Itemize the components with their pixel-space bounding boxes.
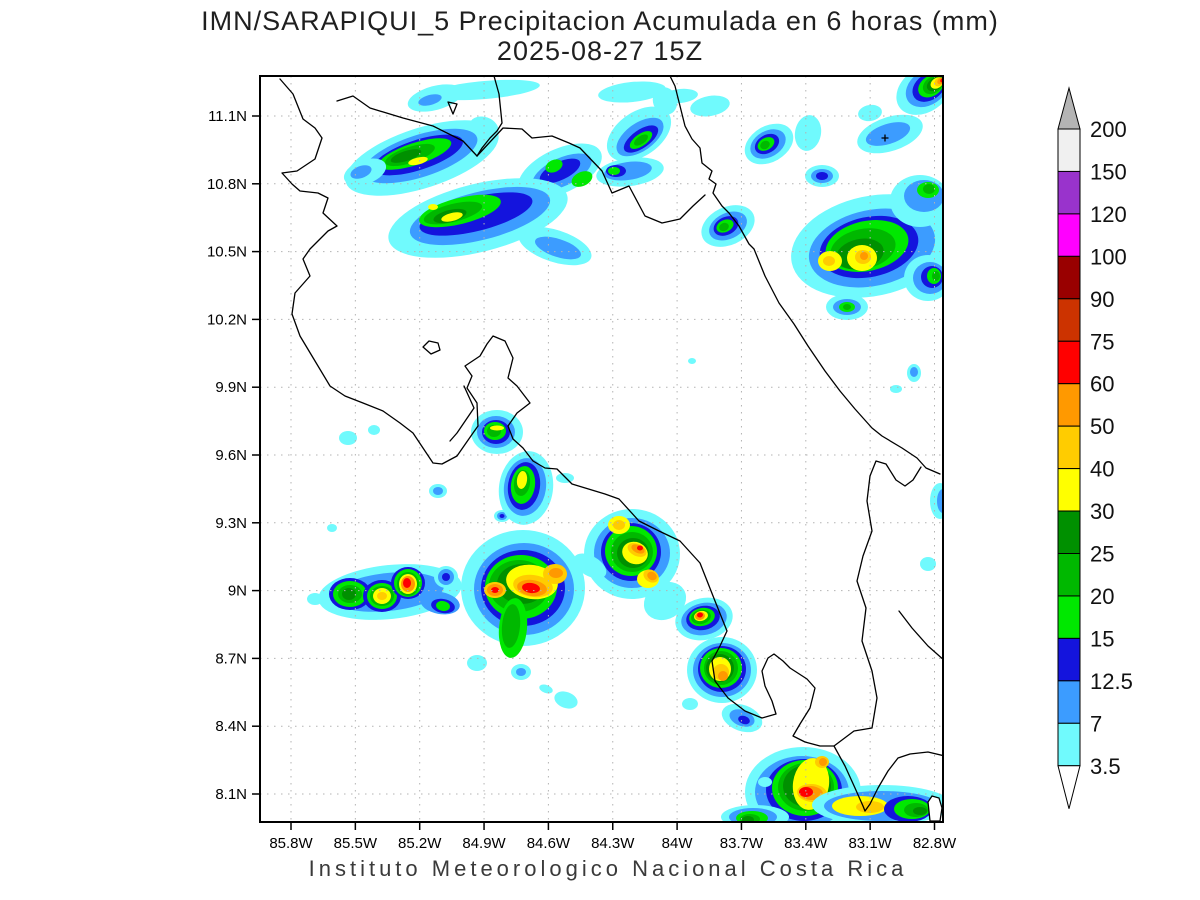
lon-tick-label: 84W <box>662 835 694 852</box>
colorbar-label: 50 <box>1090 414 1114 439</box>
lon-tick-label: 85.8W <box>269 835 313 852</box>
lake-nicaragua-shore <box>336 95 478 157</box>
precip-cell-band-10.6N <box>388 178 592 266</box>
precip-cell-west-band-9N <box>307 564 462 620</box>
colorbar-label: 200 <box>1090 117 1127 142</box>
chira-island <box>422 340 441 355</box>
lon-tick-label: 85.2W <box>398 835 442 852</box>
precip-cell-central-chain-b <box>498 451 554 525</box>
precip-cell-cluster-9.2N-84.2W <box>573 509 687 621</box>
colorbar-label: 3.5 <box>1090 754 1121 779</box>
colorbar-segment <box>1057 637 1081 682</box>
lat-tick-label: 9N <box>228 583 247 600</box>
lon-tick-label: 83.1W <box>848 835 892 852</box>
lat-tick-label: 11.1N <box>208 108 247 125</box>
lat-tick-label: 10.2N <box>207 311 247 328</box>
colorbar-segment <box>1057 595 1081 639</box>
lat-tick-label: 10.8N <box>207 176 247 193</box>
lon-tick-label: 84.9W <box>462 835 506 852</box>
precip-cell-south-border-cluster <box>721 747 943 822</box>
colorbar-segment <box>1057 680 1081 724</box>
lon-tick-label: 84.6W <box>527 835 571 852</box>
precip-cell-small-blue-cells <box>794 115 839 187</box>
lon-tick-label: 82.8W <box>913 835 957 852</box>
small-triangle-feature <box>447 101 458 115</box>
page-title: IMN/SARAPIQUI_5 Precipitacion Acumulada … <box>201 6 999 36</box>
station-plus-marker <box>881 134 889 142</box>
colorbar-segment <box>1057 128 1081 172</box>
colorbar-segment <box>1057 383 1081 427</box>
colorbar-segment <box>1057 298 1081 342</box>
precip-cell-cluster-ne-10.5N <box>791 175 943 320</box>
precip-cell-caribe-coast-cell <box>606 106 672 162</box>
footer-attribution: Instituto Meteorologico Nacional Costa R… <box>308 856 908 881</box>
colorbar-label: 90 <box>1090 287 1114 312</box>
precip-map: 85.8W 85.5W 85.2W 84.9W 84.6W 84.3W 84W 83.7W 83… <box>207 75 957 852</box>
border-panama-east <box>898 610 943 661</box>
colorbar-label: 150 <box>1090 159 1127 184</box>
precip-cell-scattered-specks <box>327 358 943 571</box>
lat-tick-label: 9.6N <box>215 447 247 464</box>
colorbar-label: 75 <box>1090 329 1114 354</box>
page-subtitle-datetime: 2025-08-27 15Z <box>496 36 704 66</box>
colorbar-segment <box>1057 510 1081 554</box>
map-frame <box>259 75 944 823</box>
coastlines <box>279 76 943 822</box>
colorbar-label: 40 <box>1090 457 1114 482</box>
colorbar-scale: 200 150 120 100 90 75 60 50 40 30 25 20 15 12.5 7 3.5 <box>1057 86 1133 809</box>
lat-tick-label: 8.4N <box>215 718 247 735</box>
precip-shaded-contours <box>307 76 943 822</box>
border-panama <box>833 460 922 747</box>
colorbar-segment <box>1057 213 1081 257</box>
colorbar-segment <box>1057 255 1081 300</box>
lon-tick-label: 85.5W <box>334 835 378 852</box>
burica-islet <box>927 795 943 822</box>
colorbar-label: 15 <box>1090 626 1114 651</box>
colorbar-segment <box>1057 425 1081 470</box>
lon-tick-label: 84.3W <box>591 835 635 852</box>
precip-cell-tortuguero-cell <box>744 123 794 165</box>
lat-tick-label: 9.9N <box>215 379 247 396</box>
precip-cell-osa-cell-south <box>682 637 763 733</box>
colorbar-label: 12.5 <box>1090 669 1133 694</box>
colorbar-label: 25 <box>1090 542 1114 567</box>
puntarenas-spit <box>449 385 475 442</box>
colorbar-label: 120 <box>1090 202 1127 227</box>
precip-cell-osa-cell-north <box>675 597 733 641</box>
precip-cell-central-chain-a <box>429 410 523 522</box>
colorbar-label: 60 <box>1090 372 1114 397</box>
coastline-pacific <box>279 78 943 812</box>
colorbar-segment <box>1057 170 1081 215</box>
precip-cell-corner-ne-cell <box>896 76 943 115</box>
precip-cell-coast-cell-10.6N <box>701 205 755 247</box>
colorbar-label: 30 <box>1090 499 1114 524</box>
colorbar-label: 100 <box>1090 244 1127 269</box>
axes-ticks-labels: 85.8W 85.5W 85.2W 84.9W 84.6W 84.3W 84W 83.7W 83… <box>207 108 957 852</box>
colorbar-arrow-top <box>1057 86 1081 130</box>
colorbar-segment <box>1057 340 1081 385</box>
precip-cell-blue-patch-ne <box>857 104 923 154</box>
lat-tick-label: 8.1N <box>215 786 247 803</box>
colorbar-label: 20 <box>1090 584 1114 609</box>
colorbar-segment <box>1057 553 1081 597</box>
border-nicaragua-north <box>476 76 503 157</box>
colorbar-segment <box>1057 722 1081 767</box>
lat-tick-label: 8.7N <box>215 650 247 667</box>
lon-tick-label: 83.7W <box>720 835 764 852</box>
colorbar-segment <box>1057 468 1081 512</box>
lat-tick-label: 9.3N <box>215 515 247 532</box>
colorbar: 200 150 120 100 90 75 60 50 40 30 25 20 15 12.5 7 3.5 <box>1057 86 1133 809</box>
colorbar-label: 7 <box>1090 711 1102 736</box>
rio-san-juan <box>476 127 706 224</box>
precip-cell-central-cluster-9N <box>461 530 585 709</box>
colorbar-arrow-bottom <box>1057 765 1081 809</box>
precip-cell-caribe-coast-band <box>596 157 664 187</box>
lon-tick-label: 83.4W <box>784 835 828 852</box>
coastline-caribbean <box>669 76 941 475</box>
lat-tick-label: 10.5N <box>207 244 247 261</box>
